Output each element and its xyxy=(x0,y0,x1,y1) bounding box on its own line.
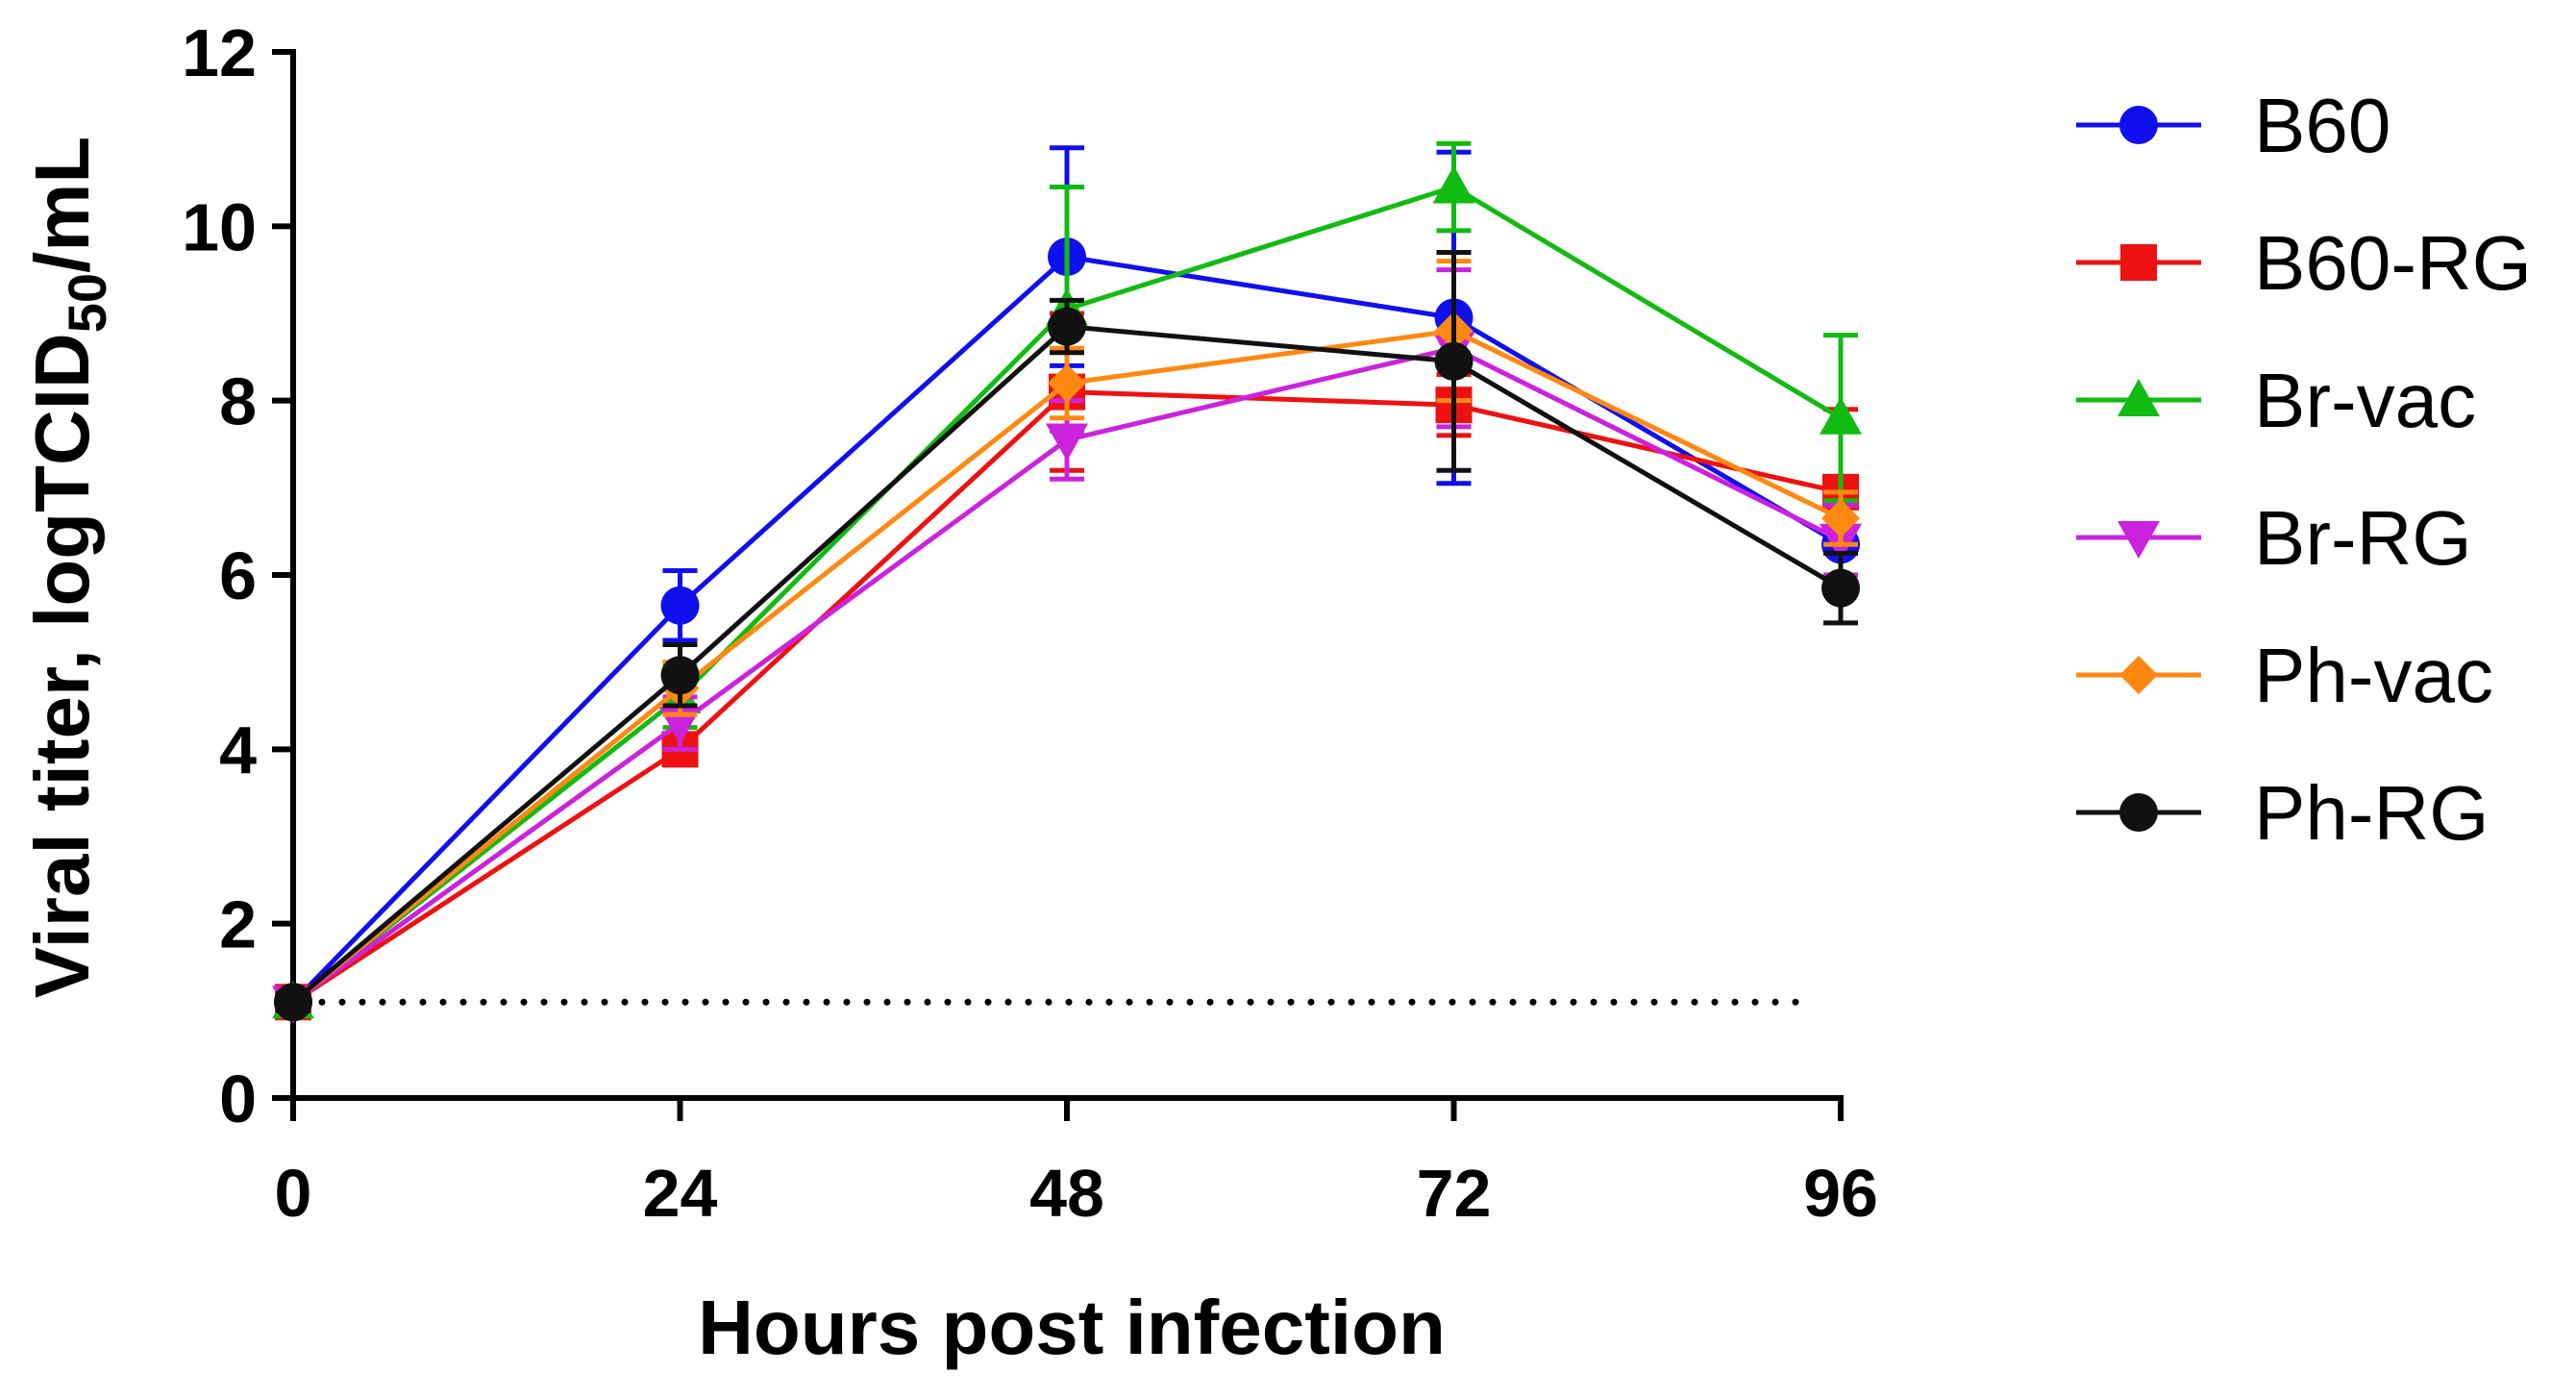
data-point-ph-rg xyxy=(1048,307,1086,346)
legend-label-br-vac: Br-vac xyxy=(2254,358,2476,443)
y-tick-label: 2 xyxy=(219,887,257,962)
legend-marker-ph-vac xyxy=(2119,656,2158,694)
legend-label-b60-rg: B60-RG xyxy=(2254,220,2532,306)
legend-marker-b60-rg xyxy=(2120,244,2157,281)
data-point-b60 xyxy=(660,586,700,625)
x-axis-title: Hours post infection xyxy=(698,1285,1446,1370)
series-line-b60-rg xyxy=(291,389,1842,1005)
legend-marker-br-rg xyxy=(2118,521,2160,559)
data-point-ph-rg xyxy=(274,983,312,1022)
data-point-ph-vac xyxy=(1821,499,1860,538)
y-tick-label: 8 xyxy=(219,364,257,439)
legend-label-br-rg: Br-RG xyxy=(2254,495,2472,581)
x-tick-label: 48 xyxy=(1029,1156,1104,1231)
data-point-br-vac xyxy=(1432,165,1475,204)
y-axis-title-main: Viral titer, logTCID xyxy=(19,333,105,998)
legend-marker-br-vac xyxy=(2118,379,2160,416)
data-point-ph-rg xyxy=(660,656,700,695)
y-axis-title-subscript: 50 xyxy=(57,273,117,333)
x-tick-label: 24 xyxy=(643,1156,718,1231)
x-tick-label: 0 xyxy=(275,1156,312,1231)
y-axis-title-tail: /mL xyxy=(19,137,105,273)
y-axis-title: Viral titer, logTCID50/mL xyxy=(19,137,117,999)
x-tick-label: 72 xyxy=(1417,1156,1492,1231)
legend-marker-b60 xyxy=(2119,106,2158,144)
x-tick-label: 96 xyxy=(1803,1156,1878,1231)
y-tick-label: 12 xyxy=(182,15,257,90)
legend-label-ph-rg: Ph-RG xyxy=(2254,770,2489,856)
y-tick-label: 6 xyxy=(219,538,257,613)
data-point-br-vac xyxy=(1820,396,1862,435)
data-point-ph-rg xyxy=(1434,341,1474,381)
y-tick-label: 4 xyxy=(219,712,257,787)
legend: B60 B60-RG Br-vac Br-RG Ph-vac Ph-RG xyxy=(2076,83,2532,856)
data-point-ph-vac xyxy=(1048,363,1086,403)
legend-label-b60: B60 xyxy=(2254,83,2390,168)
legend-label-ph-vac: Ph-vac xyxy=(2254,633,2493,718)
data-point-ph-rg xyxy=(1821,568,1860,608)
y-tick-label: 0 xyxy=(219,1061,257,1136)
legend-marker-ph-rg xyxy=(2119,793,2158,832)
data-point-br-rg xyxy=(1046,423,1088,462)
y-tick-label: 10 xyxy=(182,189,257,264)
